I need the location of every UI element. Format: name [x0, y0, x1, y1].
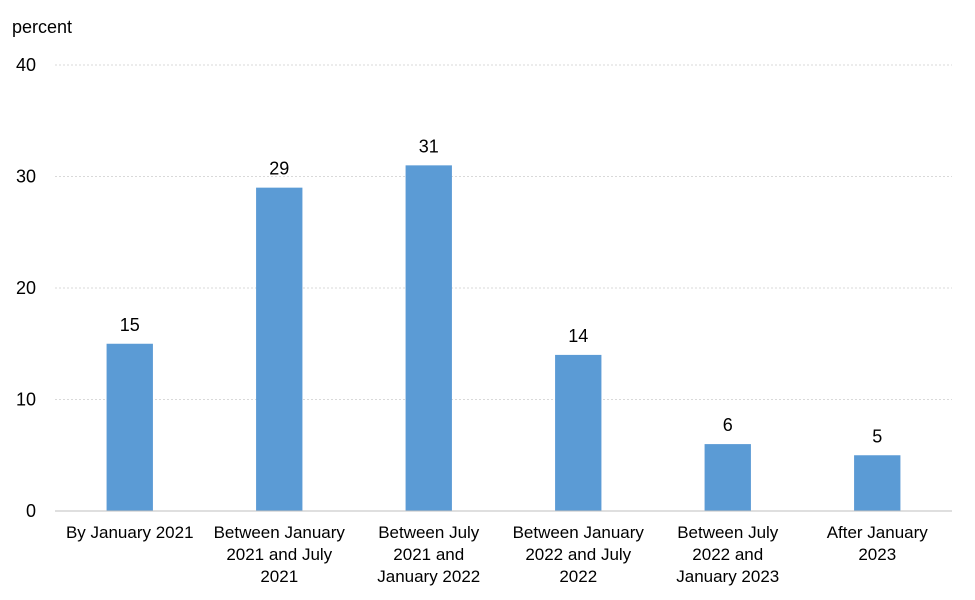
x-category-label: By January 2021: [66, 523, 194, 542]
x-category-label: After January 2023: [827, 523, 929, 564]
bar: [854, 455, 901, 511]
x-category-label-line: 2021 and July: [226, 545, 332, 564]
data-labels: 15 29 31 14 6 5: [120, 136, 883, 446]
x-category-label-line: 2021: [260, 567, 298, 586]
x-category-label: Between January 2021 and July 2021: [214, 523, 346, 586]
bar: [704, 444, 751, 511]
data-label: 5: [872, 426, 882, 446]
data-label: 14: [568, 326, 588, 346]
x-category-label-line: 2022: [559, 567, 597, 586]
x-category-label-line: After January: [827, 523, 929, 542]
data-label: 31: [419, 136, 439, 156]
bar: [256, 187, 303, 511]
x-category-label-line: Between July: [378, 523, 480, 542]
y-axis-ticks: 0 10 20 30 40: [16, 55, 36, 521]
x-category-label-line: Between January: [214, 523, 346, 542]
category-labels: By January 2021 Between January 2021 and J…: [66, 523, 928, 586]
gridlines: [55, 64, 952, 400]
x-category-label-line: By January 2021: [66, 523, 194, 542]
y-tick-label: 30: [16, 167, 36, 187]
x-category-label-line: 2021 and: [393, 545, 464, 564]
data-label: 15: [120, 315, 140, 335]
x-category-label-line: 2022 and July: [525, 545, 631, 564]
x-category-label: Between July 2021 and January 2022: [377, 523, 480, 586]
y-tick-label: 40: [16, 55, 36, 75]
bars: [106, 165, 901, 511]
x-category-label-line: Between July: [677, 523, 779, 542]
data-label: 6: [723, 415, 733, 435]
bar: [555, 354, 602, 511]
x-category-label-line: 2022 and: [692, 545, 763, 564]
y-axis-label: percent: [12, 17, 72, 37]
data-label: 29: [269, 159, 289, 179]
bar: [106, 343, 153, 511]
x-category-label: Between July 2022 and January 2023: [676, 523, 779, 586]
y-tick-label: 0: [26, 501, 36, 521]
x-category-label: Between January 2022 and July 2022: [513, 523, 645, 586]
x-category-label-line: January 2023: [676, 567, 779, 586]
x-category-label-line: January 2022: [377, 567, 480, 586]
y-tick-label: 10: [16, 390, 36, 410]
bar: [405, 165, 452, 511]
y-tick-label: 20: [16, 278, 36, 298]
x-category-label-line: Between January: [513, 523, 645, 542]
x-category-label-line: 2023: [858, 545, 896, 564]
